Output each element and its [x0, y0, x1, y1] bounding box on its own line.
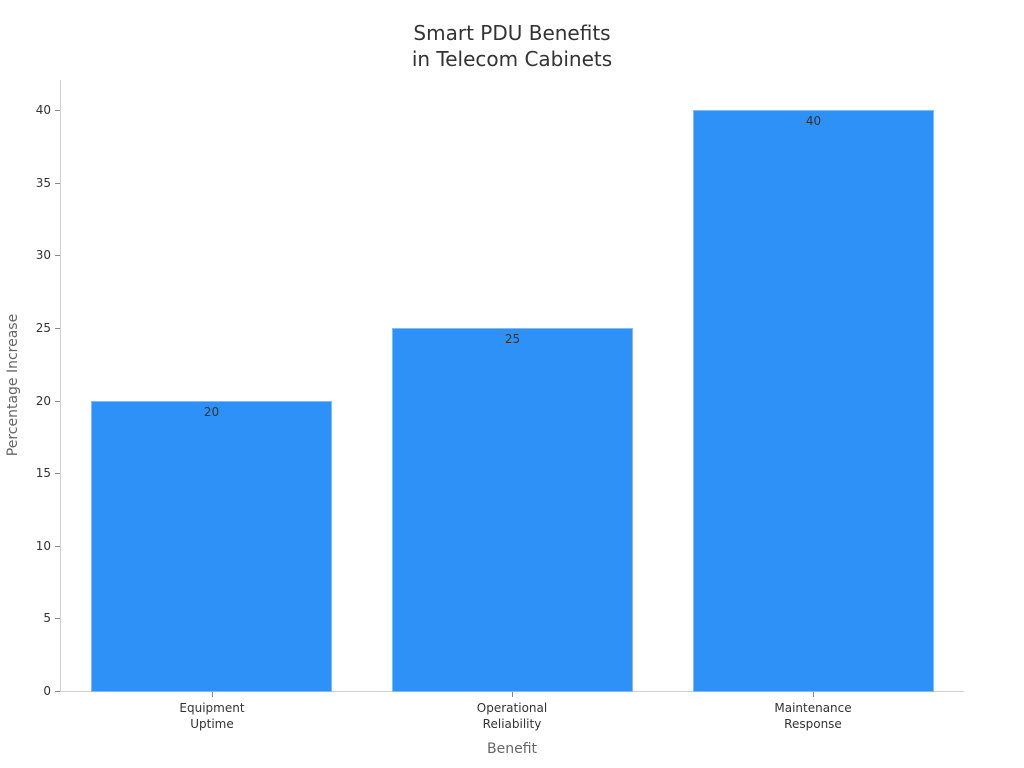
y-tick-15: 15 — [0, 466, 60, 480]
y-axis-line — [60, 80, 61, 692]
y-axis-label: Percentage Increase — [5, 313, 21, 457]
y-tick-35: 35 — [0, 176, 60, 190]
bar-value-label: 25 — [504, 332, 521, 346]
bar-value-label: 20 — [203, 405, 220, 419]
chart-title-line-2: in Telecom Cabinets — [411, 47, 613, 71]
y-tick-30: 30 — [0, 248, 60, 262]
bar-value-label: 40 — [805, 114, 822, 128]
y-tick-0: 0 — [0, 684, 60, 698]
x-axis-label: Benefit — [486, 741, 537, 757]
y-tick-10: 10 — [0, 539, 60, 553]
y-tick-20: 20 — [0, 394, 60, 408]
y-tick-40: 40 — [0, 103, 60, 117]
y-tick-5: 5 — [0, 611, 60, 625]
bar-equipment-uptime: 20 — [91, 401, 332, 692]
bar-maintenance-response: 40 — [693, 110, 934, 692]
y-tick-25: 25 — [0, 321, 60, 335]
chart-title: Smart PDU Benefits in Telecom Cabinets — [0, 20, 1024, 72]
bar-operational-reliability: 25 — [392, 328, 633, 692]
chart-title-line-1: Smart PDU Benefits — [413, 21, 611, 45]
